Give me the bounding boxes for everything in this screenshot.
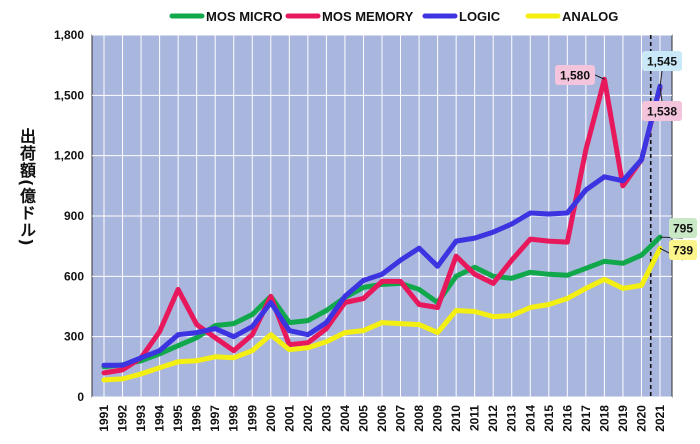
- callout-box: [555, 65, 595, 85]
- callout-label: 1,580: [560, 69, 590, 83]
- callouts: 1,580 1,545 1,538 795 739: [555, 51, 697, 261]
- x-tick-label: 1994: [153, 405, 167, 432]
- x-tick-label: 2021: [653, 405, 667, 432]
- x-tick-label: 2014: [523, 405, 537, 432]
- y-tick-label: 900: [64, 209, 84, 223]
- callout-leader: [659, 70, 663, 87]
- x-tick-label: 2019: [616, 405, 630, 432]
- x-tick-label: 2009: [431, 405, 445, 432]
- x-tick-label: 2015: [542, 405, 556, 432]
- y-axis-ticks: 0 300 600 900 1,200 1,500 1,800: [54, 28, 84, 404]
- series-line-logic: [101, 83, 663, 368]
- x-tick-label: 1996: [190, 405, 204, 432]
- x-tick-label: 1993: [134, 405, 148, 432]
- legend-label: MOS MEMORY: [322, 9, 414, 24]
- x-tick-label: 2010: [449, 405, 463, 432]
- x-tick-label: 2017: [579, 405, 593, 432]
- callout-box: [669, 240, 697, 260]
- y-tick-label: 300: [64, 330, 84, 344]
- x-tick-label: 2008: [412, 405, 426, 432]
- x-tick-label: 1999: [245, 405, 259, 432]
- y-tick-label: 1,200: [54, 149, 84, 163]
- y-tick-label: 1,500: [54, 88, 84, 102]
- callout-label: 1,538: [647, 105, 677, 119]
- callout-leader: [659, 87, 663, 102]
- x-tick-label: 1997: [208, 405, 222, 432]
- y-tick-label: 600: [64, 269, 84, 283]
- x-tick-label: 1992: [116, 405, 130, 432]
- x-tick-label: 2005: [356, 405, 370, 432]
- x-tick-label: 1991: [97, 405, 111, 432]
- series-lines: [101, 76, 663, 383]
- legend-label: MOS MICRO: [206, 9, 283, 24]
- x-tick-label: 2003: [319, 405, 333, 432]
- x-tick-label: 2006: [375, 405, 389, 432]
- x-tick-label: 1995: [171, 405, 185, 432]
- x-tick-label: 2002: [301, 405, 315, 432]
- callout-leader: [594, 74, 605, 80]
- x-tick-label: 2007: [394, 405, 408, 432]
- legend: MOS MICRO MOS MEMORY LOGIC ANALOG: [169, 9, 618, 24]
- x-tick-label: 2013: [505, 405, 519, 432]
- y-tick-label: 0: [77, 390, 84, 404]
- x-tick-label: 2018: [597, 405, 611, 432]
- callout-box: [642, 51, 682, 71]
- callout-box: [669, 218, 697, 238]
- series-line-analog: [101, 245, 663, 383]
- legend-label: LOGIC: [459, 9, 501, 24]
- x-tick-label: 2012: [486, 405, 500, 432]
- callout-box: [642, 101, 682, 121]
- callout-label: 1,545: [647, 55, 677, 69]
- x-axis-ticks: 1991 1992 1993 1994 1995 1996 1997 1998 1999 2000…: [97, 405, 667, 432]
- series-line-mos-memory: [101, 76, 663, 376]
- callout-label: 795: [673, 222, 693, 236]
- x-tick-label: 1998: [227, 405, 241, 432]
- legend-label: ANALOG: [562, 9, 618, 24]
- x-tick-label: 2000: [264, 405, 278, 432]
- y-tick-label: 1,800: [54, 28, 84, 42]
- x-tick-label: 2016: [560, 405, 574, 432]
- x-tick-label: 2011: [468, 405, 482, 431]
- callout-label: 739: [673, 244, 693, 258]
- x-tick-label: 2004: [338, 405, 352, 432]
- x-tick-label: 2020: [634, 405, 648, 432]
- x-tick-label: 2001: [282, 405, 296, 432]
- y-axis-label: 出荷額(億ドル): [17, 128, 36, 247]
